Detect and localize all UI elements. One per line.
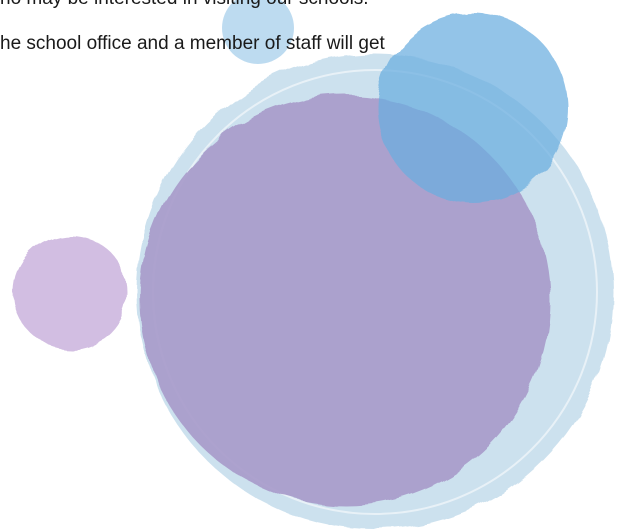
blue-top-right-circle — [378, 13, 568, 203]
small-top-circle — [222, 0, 294, 64]
document-text-line-1: ho may be interested in visiting our sch… — [0, 0, 369, 10]
document-text-line-2: he school office and a member of staff w… — [0, 33, 385, 54]
small-left-purple-circle — [13, 235, 127, 349]
